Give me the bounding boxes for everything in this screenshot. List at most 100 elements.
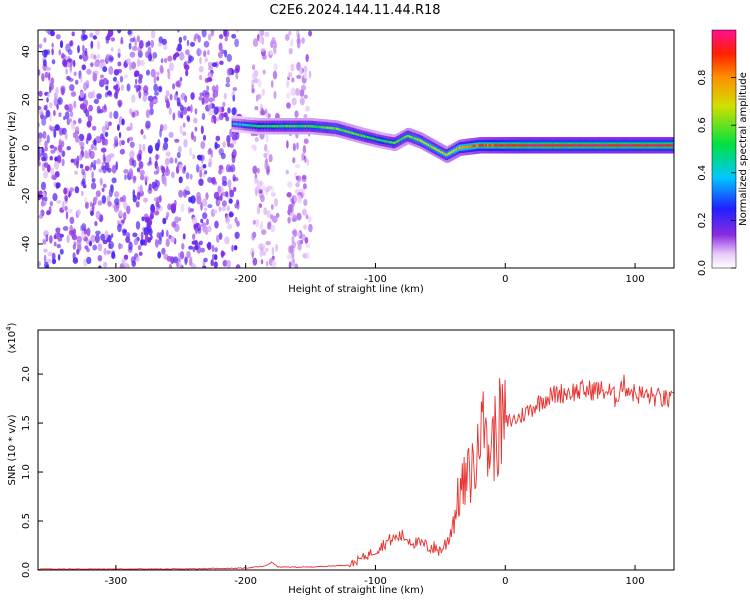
noise-cell [252, 219, 256, 225]
noise-cell [72, 228, 77, 235]
noise-cell [259, 30, 265, 37]
noise-cell [163, 137, 169, 143]
noise-cell [115, 91, 118, 100]
noise-cell [126, 205, 131, 215]
colorbar-tick-label: 0.4 [697, 165, 708, 181]
noise-cell [73, 59, 76, 68]
noise-cell [101, 165, 105, 170]
noise-cell [290, 212, 295, 217]
noise-cell [176, 97, 181, 106]
noise-cell [109, 111, 113, 119]
noise-cell [118, 118, 122, 126]
noise-cell [297, 33, 301, 42]
noise-cell [232, 87, 238, 92]
noise-cell [256, 180, 262, 190]
noise-cell [81, 223, 87, 232]
noise-cell [111, 164, 117, 174]
noise-cell [288, 72, 293, 78]
noise-cell [286, 192, 292, 198]
noise-cell [64, 132, 68, 140]
noise-cell [132, 159, 137, 168]
noise-cell [158, 237, 162, 245]
snr-frame [37, 329, 675, 571]
noise-cell [93, 98, 100, 105]
noise-cell [79, 54, 83, 60]
noise-cell [261, 36, 265, 46]
noise-cell [301, 84, 306, 92]
noise-cell [79, 163, 84, 169]
noise-cell [113, 76, 117, 82]
colorbar-tick-label: 0.0 [697, 260, 708, 276]
noise-cell [44, 261, 49, 268]
noise-cell [143, 134, 147, 140]
snr-y-multiplier: (x104) [5, 322, 18, 353]
noise-cell [168, 263, 172, 268]
noise-cell [53, 241, 57, 247]
noise-cell [222, 180, 228, 187]
noise-cell [303, 138, 309, 144]
noise-cell [161, 229, 164, 238]
noise-cell [180, 203, 185, 213]
noise-cell [261, 229, 267, 236]
noise-cell [81, 64, 87, 71]
noise-cell [95, 196, 98, 201]
noise-cell [142, 93, 147, 103]
noise-cell [93, 146, 97, 151]
noise-cell [199, 247, 206, 253]
noise-cell [138, 40, 144, 49]
noise-cell [161, 247, 166, 255]
noise-cell [173, 256, 179, 264]
signal-cell [572, 144, 576, 147]
noise-cell [51, 258, 57, 265]
snr-y-label: SNR (10 * v/v) [7, 414, 18, 485]
noise-cell [131, 46, 138, 51]
noise-cell [129, 141, 135, 148]
noise-cell [203, 207, 208, 212]
noise-cell [121, 118, 125, 126]
noise-cell [108, 121, 112, 127]
noise-cell [89, 32, 94, 38]
noise-cell [49, 201, 54, 207]
noise-cell [155, 71, 160, 76]
noise-cell [80, 75, 83, 83]
noise-cell [231, 33, 237, 39]
noise-cell [113, 85, 117, 90]
noise-cell [79, 103, 86, 110]
noise-cell [202, 172, 206, 178]
noise-cell [284, 33, 290, 41]
noise-cell [255, 94, 259, 102]
noise-cell [117, 99, 123, 107]
noise-cell [211, 253, 215, 261]
noise-cell [301, 208, 307, 216]
noise-cell [308, 30, 313, 37]
noise-cell [224, 236, 230, 245]
noise-cell [134, 78, 138, 85]
noise-cell [296, 40, 301, 49]
noise-cell [132, 232, 138, 238]
noise-cell [110, 184, 113, 191]
noise-cell [286, 254, 292, 260]
noise-cell [256, 167, 260, 174]
noise-cell [266, 165, 271, 174]
noise-cell [147, 40, 151, 47]
signal-cell [655, 144, 659, 147]
noise-cell [87, 91, 94, 99]
noise-cell [265, 247, 269, 252]
noise-cell [38, 132, 43, 139]
noise-cell [51, 252, 56, 261]
noise-cell [220, 250, 225, 258]
noise-cell [231, 139, 237, 146]
noise-cell [123, 254, 129, 260]
noise-cell [131, 111, 136, 118]
noise-cell [79, 91, 85, 98]
noise-cell [85, 109, 90, 117]
noise-cell [221, 206, 227, 212]
noise-cell [148, 53, 152, 62]
noise-cell [179, 251, 185, 260]
noise-cell [76, 239, 82, 248]
noise-cell [268, 154, 273, 163]
noise-cell [182, 189, 188, 198]
noise-cell [68, 77, 74, 82]
noise-cell [203, 257, 208, 263]
noise-cell [308, 70, 312, 79]
